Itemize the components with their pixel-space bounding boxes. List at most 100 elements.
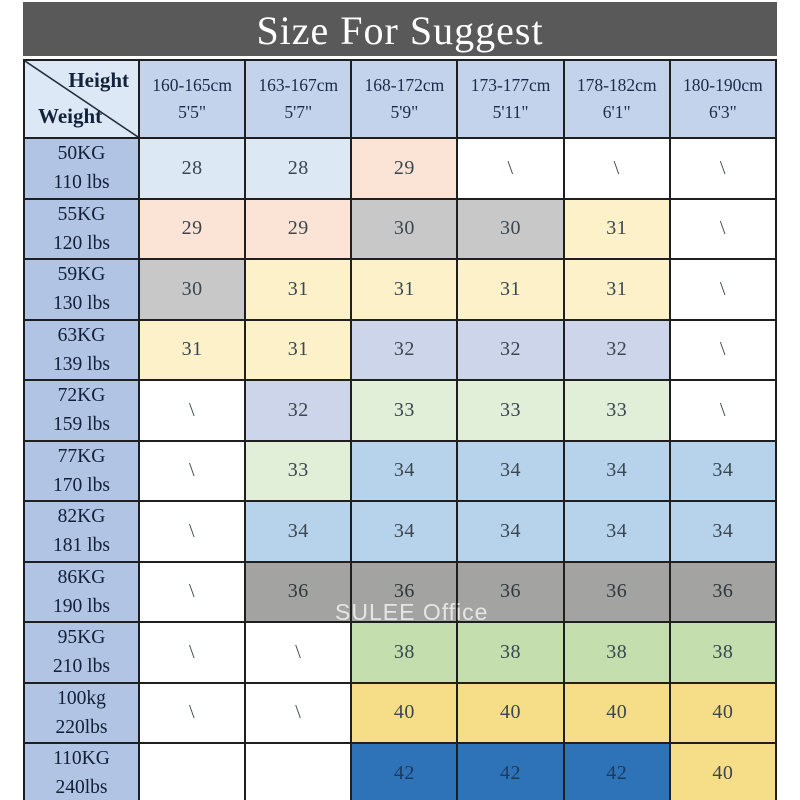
size-cell: 40 [350,681,459,744]
weight-kg-label: 110KG [53,748,110,769]
height-range-label: 168-172cm [364,74,445,95]
size-cell: 31 [244,318,353,381]
height-feet-label: 5'7" [284,102,313,122]
height-range-label: 163-167cm [258,74,339,95]
size-cell: 36 [668,560,778,623]
weight-kg-label: 59KG [57,264,106,285]
weight-lbs-label: 181 lbs [53,535,110,557]
size-cell: 34 [562,500,671,563]
size-cell: 40 [456,681,565,744]
height-column-header-3: 168-172cm 5'9" [350,59,459,139]
size-cell: 31 [350,258,459,321]
size-cell: 36 [456,560,565,623]
size-cell: 34 [562,439,671,502]
weight-lbs-label: 120 lbs [53,232,110,254]
size-cell: 31 [562,258,671,321]
size-cell: 31 [562,197,671,260]
size-cell: 29 [137,197,247,260]
size-cell: 34 [668,500,778,563]
size-cell: \ [244,681,353,744]
size-cell: 38 [350,621,459,684]
weight-lbs-label: 210 lbs [53,656,110,678]
height-column-header-5: 178-182cm 6'1" [562,59,671,139]
weight-lbs-label: 159 lbs [53,414,110,436]
weight-lbs-label: 240lbs [55,777,108,799]
weight-kg-label: 63KG [57,324,106,346]
weight-kg-label: 77KG [57,445,106,467]
height-feet-label: 5'5" [178,102,206,122]
size-cell: 31 [137,318,247,381]
weight-lbs-label: 220lbs [55,716,108,738]
size-cell: 34 [456,439,565,502]
table-row: 50KG 110 lbs 28 28 29 \ \ \ [23,137,778,200]
size-cell: \ [244,621,353,684]
size-cell: 34 [350,439,459,502]
height-feet-label: 5'9" [390,102,419,122]
corner-height-label: Height [68,68,129,92]
weight-row-header-11: 110KG 240lbs [23,742,140,800]
height-feet-label: 5'11" [492,102,529,122]
size-cell: 29 [350,137,459,200]
size-cell: 38 [562,621,671,684]
weight-kg-label: 95KG [57,627,106,648]
size-cell: 42 [562,742,671,800]
height-range-label: 178-182cm [576,74,657,95]
size-cell: 33 [456,379,565,442]
size-cell: 38 [668,621,778,684]
size-cell: 33 [244,439,353,502]
size-cell: 32 [244,379,353,442]
weight-kg-label: 50KG [57,143,106,164]
size-cell: 36 [350,560,459,623]
size-cell: 36 [562,560,671,623]
size-cell: 42 [456,742,565,800]
weight-row-header-9: 95KG 210 lbs [23,621,140,684]
weight-row-header-7: 82KG 181 lbs [23,500,140,563]
table-row: 95KG 210 lbs \ \ 38 38 38 38 [23,621,778,684]
weight-row-header-3: 59KG 130 lbs [23,258,140,321]
height-column-header-4: 173-177cm 5'11" [456,59,565,139]
size-cell: \ [137,560,247,623]
weight-kg-label: 72KG [57,385,106,406]
size-cell: 32 [456,318,565,381]
height-range-label: 173-177cm [470,74,551,95]
table-row: 82KG 181 lbs \ 34 34 34 34 34 [23,500,778,563]
size-cell: 36 [244,560,353,623]
size-cell: 31 [244,258,353,321]
size-cell: 30 [350,197,459,260]
table-row: 110KG 240lbs 42 42 42 40 [23,742,778,800]
size-cell: 28 [244,137,353,200]
size-cell: \ [668,258,778,321]
size-suggestion-table: Height Weight 160-165cm 5'5" 163-167cm 5'7"… [23,59,778,800]
height-feet-label: 6'1" [602,102,631,122]
height-range-label: 160-165cm [152,74,232,95]
corner-weight-label: Weight [38,104,103,128]
height-column-header-2: 163-167cm 5'7" [244,59,353,139]
weight-lbs-label: 190 lbs [53,595,110,617]
table-row: 55KG 120 lbs 29 29 30 30 31 \ [23,197,778,260]
size-cell: \ [668,379,778,442]
table-row: 72KG 159 lbs \ 32 33 33 33 \ [23,379,778,442]
weight-kg-label: 100kg [57,687,106,709]
table-row: 100kg 220lbs \ \ 40 40 40 40 [23,681,778,744]
size-cell: 34 [350,500,459,563]
size-cell: 34 [244,500,353,563]
size-cell: 34 [456,500,565,563]
size-cell: \ [456,137,565,200]
weight-kg-label: 55KG [57,203,106,225]
size-cell: 40 [668,742,778,800]
weight-row-header-10: 100kg 220lbs [23,681,140,744]
height-range-label: 180-190cm [683,74,763,95]
diagonal-divider-line [25,61,138,137]
weight-kg-label: 82KG [57,506,106,527]
table-row: 59KG 130 lbs 30 31 31 31 31 \ [23,258,778,321]
weight-lbs-label: 139 lbs [53,353,110,375]
size-cell: 31 [456,258,565,321]
size-cell: 34 [668,439,778,502]
weight-row-header-1: 50KG 110 lbs [23,137,140,200]
size-cell: \ [562,137,671,200]
weight-row-header-8: 86KG 190 lbs [23,560,140,623]
weight-kg-label: 86KG [57,566,106,588]
size-cell: \ [137,500,247,563]
size-cell: 40 [562,681,671,744]
page-title: Size For Suggest [23,2,777,56]
